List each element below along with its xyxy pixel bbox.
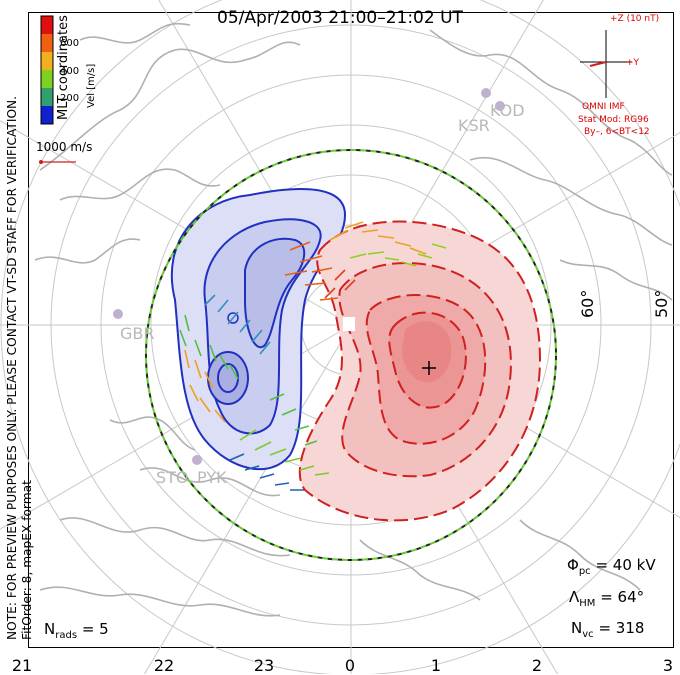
nrads-symbol: N — [44, 620, 56, 638]
mlt-tick-0: 0 — [344, 656, 356, 675]
velocity-scale-label: 1000 m/s — [36, 140, 93, 154]
mlt-tick-23: 23 — [253, 656, 275, 675]
imf-model: Stat Mod: RG96 — [578, 115, 649, 125]
lambda-subscript: HM — [579, 598, 596, 609]
mlt-tick-22: 22 — [153, 656, 175, 675]
dusk-cell — [170, 188, 347, 471]
lambda-symbol: Λ — [569, 588, 580, 606]
nvc-value: = 318 — [598, 619, 645, 637]
station-kod: KOD — [490, 101, 525, 120]
nrads-stat: Nrads = 5 — [44, 620, 109, 641]
colorbar-label: Vel [m/s] — [86, 63, 97, 108]
nvc-symbol: N — [571, 619, 583, 637]
colorbar-tick-400: 400 — [60, 66, 80, 77]
preview-note: NOTE: FOR PREVIEW PURPOSES ONLY. PLEASE … — [5, 95, 19, 640]
phi-subscript: pc — [578, 566, 591, 577]
phi-pc-stat: Φpc = 40 kV — [567, 556, 656, 577]
mlt-tick-1: 1 — [430, 656, 442, 675]
station-sto: STO — [156, 468, 189, 487]
station-ksr: KSR — [458, 116, 490, 135]
dawn-cell — [298, 220, 542, 522]
colorbar-tick-200: 200 — [60, 93, 80, 104]
station-pyk: PYK — [197, 468, 227, 487]
velocity-colorbar — [40, 15, 54, 125]
imf-condition: By–, 6<BT<12 — [584, 127, 650, 137]
lambda-value: = 64° — [600, 588, 645, 606]
phi-value: = 40 kV — [595, 556, 656, 574]
coastlines — [34, 22, 673, 617]
velocity-scale-arrow — [39, 160, 76, 164]
fit-order-note: FitOrder: 8, mapEX format — [20, 480, 34, 640]
phi-symbol: Φ — [567, 556, 579, 574]
station-markers — [113, 88, 505, 465]
lat-label-60: 60° — [578, 289, 597, 318]
imf-source: OMNI IMF — [582, 102, 625, 112]
pole-marker — [343, 317, 355, 331]
map-title: 05/Apr/2003 21:00–21:02 UT — [217, 8, 463, 28]
mlt-tick-21: 21 — [11, 656, 33, 675]
mlt-tick-2: 2 — [531, 656, 543, 675]
imf-axis-y: +Y — [626, 58, 640, 68]
lambda-hm-stat: ΛHM = 64° — [569, 588, 644, 609]
nvc-stat: Nvc = 318 — [571, 619, 644, 640]
station-gbr: GBR — [120, 324, 155, 343]
hm-boundary-green — [145, 149, 557, 561]
lat-label-50: 50° — [652, 289, 671, 318]
nrads-subscript: rads — [55, 630, 78, 641]
mlt-tick-3: 3 — [662, 656, 674, 675]
imf-clock — [580, 30, 632, 98]
velocity-vectors — [179, 221, 447, 491]
nvc-subscript: vc — [582, 629, 594, 640]
nrads-value: = 5 — [81, 620, 109, 638]
imf-axis-z: +Z (10 nT) — [610, 14, 660, 24]
colorbar-tick-600: 600 — [60, 38, 80, 49]
